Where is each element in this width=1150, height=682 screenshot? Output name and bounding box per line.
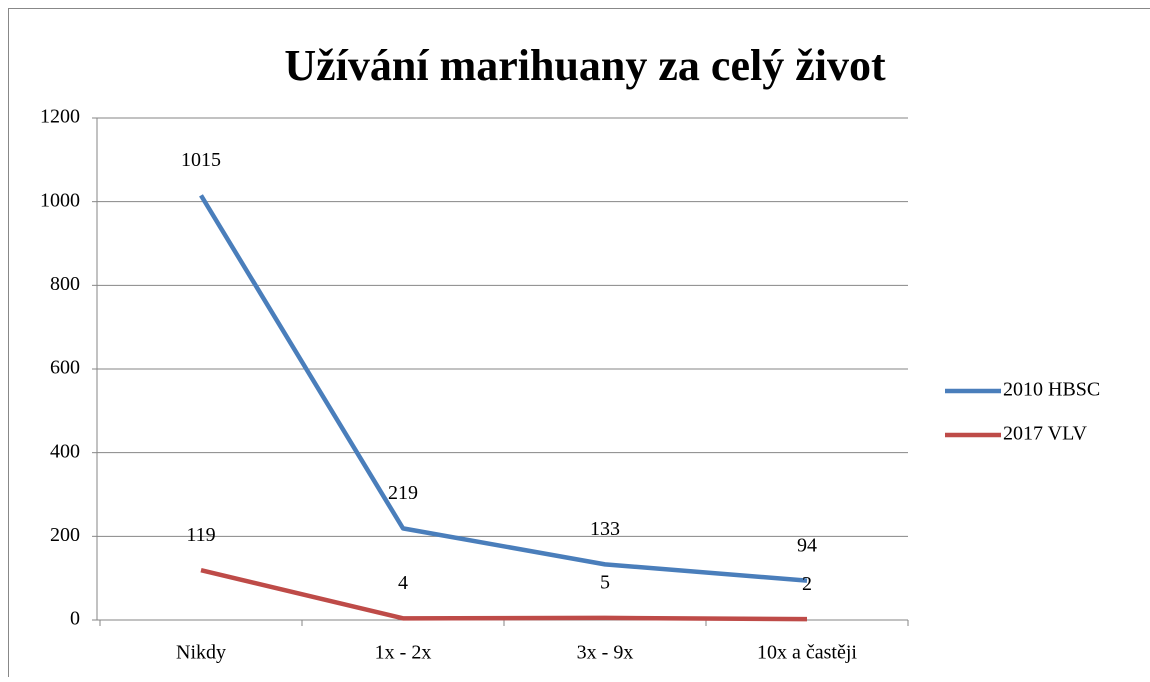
data-label: 1015 xyxy=(181,149,221,171)
x-tick-label: 3x - 9x xyxy=(577,642,634,664)
y-tick-label: 0 xyxy=(70,608,80,630)
series-line xyxy=(201,195,807,580)
chart-frame xyxy=(9,9,1150,678)
legend-label: 2010 HBSC xyxy=(1003,379,1100,401)
y-tick-label: 1200 xyxy=(40,106,80,128)
data-label: 219 xyxy=(388,482,418,504)
y-tick-label: 1000 xyxy=(40,189,80,211)
data-label: 5 xyxy=(600,572,610,594)
data-label: 94 xyxy=(797,534,817,556)
data-label: 4 xyxy=(398,572,408,594)
x-tick-label: Nikdy xyxy=(176,642,226,664)
series-line xyxy=(201,570,807,619)
data-label: 119 xyxy=(186,524,215,546)
y-tick-label: 600 xyxy=(50,357,80,379)
y-tick-label: 200 xyxy=(50,524,80,546)
data-label: 133 xyxy=(590,518,620,540)
y-tick-label: 800 xyxy=(50,273,80,295)
legend-label: 2017 VLV xyxy=(1003,423,1087,445)
data-label: 2 xyxy=(802,573,812,595)
chart-title: Užívání marihuany za celý život xyxy=(284,41,886,90)
x-tick-label: 10x a častěji xyxy=(757,642,857,664)
y-tick-label: 400 xyxy=(50,440,80,462)
x-tick-label: 1x - 2x xyxy=(375,642,432,664)
